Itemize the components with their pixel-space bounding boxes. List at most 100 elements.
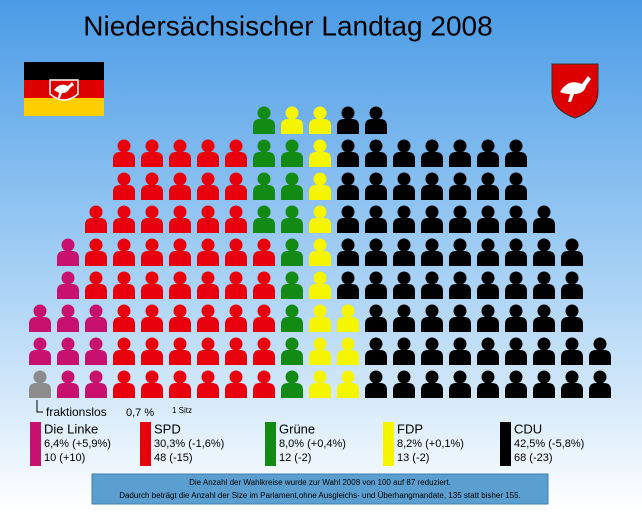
seat-body [281,152,303,167]
seat-head [565,337,579,351]
seat-body [421,185,443,200]
seat-head [61,337,75,351]
seat-head [509,370,523,384]
seat-body [141,152,163,167]
seat [225,139,247,167]
seat-head [285,172,299,186]
seat-body [225,350,247,365]
seat-body [505,317,527,332]
seat [337,271,359,299]
seat-head [201,238,215,252]
seat-body [421,350,443,365]
seat-body [477,284,499,299]
seat-head [509,238,523,252]
seat-head [117,271,131,285]
seat-head [509,205,523,219]
footer-line: Die Anzahl der Wahlkreise wurde zur Wahl… [189,478,451,487]
seat [477,172,499,200]
seat-body [365,218,387,233]
seat [421,337,443,365]
seat [589,337,611,365]
party-seats: 13 (-2) [397,452,429,464]
seat [337,304,359,332]
seat-body [169,350,191,365]
seat [113,205,135,233]
seat-body [505,284,527,299]
seat-head [509,337,523,351]
seat-body [197,317,219,332]
seat-head [33,337,47,351]
seat-head [145,172,159,186]
seat-body [309,317,331,332]
seat-body [533,218,555,233]
seat-body [225,284,247,299]
seat-body [169,251,191,266]
seat-head [285,106,299,120]
seat [533,370,555,398]
party-name: fraktionslos [46,405,107,419]
seat-head [257,205,271,219]
seat-body [197,383,219,398]
seat [197,139,219,167]
seat [477,139,499,167]
seat-body [309,185,331,200]
seat [253,139,275,167]
party-name: FDP [397,421,423,436]
seat-body [561,251,583,266]
seat-body [113,350,135,365]
seat-body [113,251,135,266]
seat-body [57,251,79,266]
seat [505,304,527,332]
seat-body [141,218,163,233]
seat-body [141,317,163,332]
seat-head [33,370,47,384]
seat-head [313,337,327,351]
seat-body [309,251,331,266]
seat-head [285,271,299,285]
seat-body [477,218,499,233]
seat-body [449,218,471,233]
seat-head [117,205,131,219]
seat [141,238,163,266]
seat [337,337,359,365]
seat-head [285,238,299,252]
seat [309,304,331,332]
party-name: SPD [154,421,181,436]
seat [225,205,247,233]
seat [309,139,331,167]
seat [253,172,275,200]
seat-head [453,172,467,186]
seat-head [509,271,523,285]
seat-body [477,317,499,332]
seat [449,337,471,365]
seat-body [169,152,191,167]
seat-body [197,251,219,266]
seat [113,304,135,332]
party-name: Die Linke [44,421,98,436]
seat [393,271,415,299]
seat [57,238,79,266]
seat [477,304,499,332]
seat-head [117,139,131,153]
seat-head [201,370,215,384]
seat-head [285,304,299,318]
seat-body [477,152,499,167]
seat-head [229,337,243,351]
seat-body [281,284,303,299]
seat [197,238,219,266]
seat-head [257,139,271,153]
seat [449,271,471,299]
seat-head [313,139,327,153]
seat [225,238,247,266]
seat [281,205,303,233]
seat-head [313,172,327,186]
seat-head [425,337,439,351]
seat [365,238,387,266]
seat-body [477,251,499,266]
seat-head [313,205,327,219]
seat-body [421,284,443,299]
seat-head [537,205,551,219]
seat [393,172,415,200]
seat-body [253,218,275,233]
seat [29,304,51,332]
